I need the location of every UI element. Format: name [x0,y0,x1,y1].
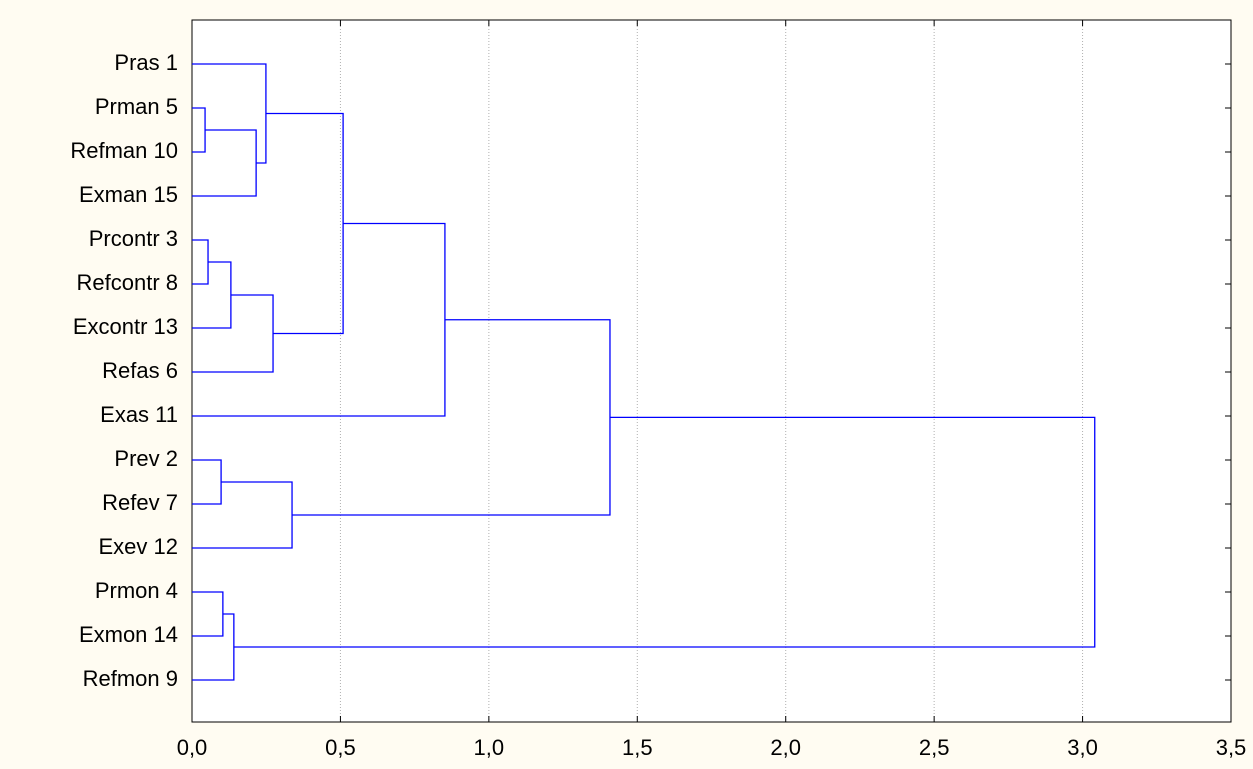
leaf-label: Prcontr 3 [89,226,178,251]
leaf-label: Exas 11 [100,402,178,427]
x-tick-label: 1,0 [474,735,505,760]
leaf-label: Refas 6 [102,358,178,383]
leaf-label: Exev 12 [99,534,179,559]
leaf-label: Refmon 9 [83,666,178,691]
leaf-label: Refcontr 8 [77,270,179,295]
plot-area [191,19,1232,723]
leaf-label: Refman 10 [70,138,178,163]
leaf-label: Prmon 4 [95,578,178,603]
link [265,112,344,335]
leaf-label: Prman 5 [95,94,178,119]
leaf-label: Exman 15 [79,182,178,207]
leaf-label: Prev 2 [114,446,178,471]
link [192,239,209,285]
link [192,222,446,417]
leaf-label: Exmon 14 [79,622,178,647]
x-tick-label: 3,0 [1067,735,1098,760]
x-tick-label: 0,5 [325,735,356,760]
x-tick-label: 2,0 [770,735,801,760]
leaf-label: Excontr 13 [73,314,178,339]
link [233,416,1096,648]
x-tick-label: 0,0 [177,735,208,760]
link [192,261,232,329]
x-tick-label: 3,5 [1216,735,1247,760]
link [192,591,224,637]
link [192,63,267,164]
x-tick-label: 2,5 [919,735,950,760]
leaf-label: Refev 7 [102,490,178,515]
link [192,129,257,197]
leaf-label: Pras 1 [114,50,178,75]
x-tick-label: 1,5 [622,735,653,760]
